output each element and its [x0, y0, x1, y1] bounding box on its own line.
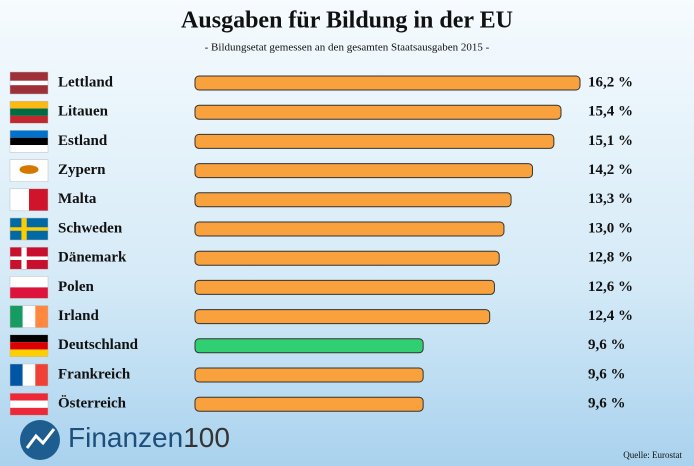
flag-stripe [10, 305, 23, 328]
value-label: 9,6 % [588, 337, 626, 353]
flag [9, 305, 49, 328]
flag-stripe [29, 188, 48, 211]
flag-border [9, 305, 49, 328]
flag-stripe [10, 287, 48, 299]
flag-stripe [10, 393, 48, 401]
bar [194, 133, 555, 149]
bar [194, 75, 581, 91]
logo-word: Finanzen [68, 422, 183, 453]
flag-stripe [22, 364, 36, 386]
category-label: Estland [58, 133, 108, 149]
category-label: Frankreich [58, 366, 131, 382]
flag-stripe [10, 342, 48, 350]
flag-stripe [10, 407, 48, 416]
bar [194, 104, 562, 120]
flag [9, 363, 49, 387]
flag [9, 246, 49, 270]
flag [9, 334, 49, 358]
flag-border [9, 159, 49, 182]
logo-text: Finanzen100 [68, 422, 230, 453]
flag-stripe [22, 305, 36, 328]
flag-stripe [10, 334, 48, 343]
flag-stripe [10, 85, 48, 94]
flag-stripe [35, 305, 48, 328]
flag-border [9, 334, 49, 358]
category-label: Österreich [58, 395, 127, 412]
flag [9, 188, 49, 212]
flag [9, 100, 49, 124]
bar [194, 163, 533, 179]
flag-stripe [10, 72, 48, 81]
value-label: 15,4 % [588, 104, 633, 120]
flag-stripe [10, 130, 48, 138]
chart-subtitle: - Bildungsetat gemessen an den gesamten … [205, 42, 490, 54]
flag-stripe [10, 349, 48, 357]
flag [9, 71, 49, 95]
flag-border [9, 217, 49, 241]
category-label: Deutschland [58, 337, 139, 353]
flag [9, 217, 49, 241]
value-label: 9,6 % [588, 366, 626, 382]
flag-border [9, 130, 49, 153]
flag-border [9, 188, 49, 212]
source: Quelle: Eurostat [623, 450, 682, 460]
category-label: Malta [58, 191, 97, 207]
flag-border [9, 100, 49, 124]
value-label: 12,8 % [588, 250, 633, 266]
flag [9, 276, 49, 299]
bar [194, 338, 424, 354]
flag [9, 130, 49, 153]
value-label: 15,1 % [588, 133, 633, 149]
flag [9, 392, 49, 416]
logo-number: 100 [183, 422, 230, 453]
flag-border [9, 392, 49, 416]
category-label: Zypern [58, 162, 106, 178]
bar [194, 221, 505, 237]
value-label: 16,2 % [588, 74, 633, 90]
value-label: 14,2 % [588, 162, 633, 178]
flag-cross [10, 227, 48, 231]
flag-stripe [10, 145, 48, 153]
category-label: Dänemark [58, 250, 127, 266]
flag-stripe [10, 108, 48, 116]
flag-stripe [35, 364, 48, 386]
flag [9, 159, 49, 182]
flag-border [9, 276, 49, 299]
value-label: 13,0 % [588, 220, 633, 236]
bar [194, 396, 424, 412]
logo-icon-line [25, 428, 56, 449]
bar [194, 367, 424, 383]
value-label: 12,4 % [588, 308, 633, 324]
flag-stripe [10, 101, 48, 109]
flag-border [9, 246, 49, 270]
bar [194, 250, 500, 266]
category-label: Polen [58, 279, 94, 295]
flag-stripe [10, 115, 48, 124]
bar [194, 192, 512, 208]
value-label: 9,6 % [588, 396, 626, 412]
flag-stripe [10, 188, 29, 211]
category-label: Lettland [58, 74, 114, 90]
flag-border [9, 363, 49, 387]
flag-stripe [10, 80, 48, 86]
logo: Finanzen100 [20, 420, 230, 460]
chart-title: Ausgaben für Bildung in der EU [181, 8, 513, 34]
category-label: Irland [58, 308, 100, 324]
value-label: 12,6 % [588, 279, 633, 295]
value-label: 13,3 % [588, 191, 633, 207]
flag-stripe [10, 364, 23, 386]
category-label: Schweden [58, 220, 123, 236]
flag-border [9, 71, 49, 95]
flag-stripe [10, 137, 48, 146]
category-label: Litauen [58, 104, 109, 120]
flag-emblem [19, 165, 39, 174]
flag-stripe [10, 400, 48, 408]
bar [194, 309, 491, 325]
bar [194, 279, 495, 295]
flag-cross [10, 256, 48, 260]
flag-stripe [10, 276, 48, 288]
